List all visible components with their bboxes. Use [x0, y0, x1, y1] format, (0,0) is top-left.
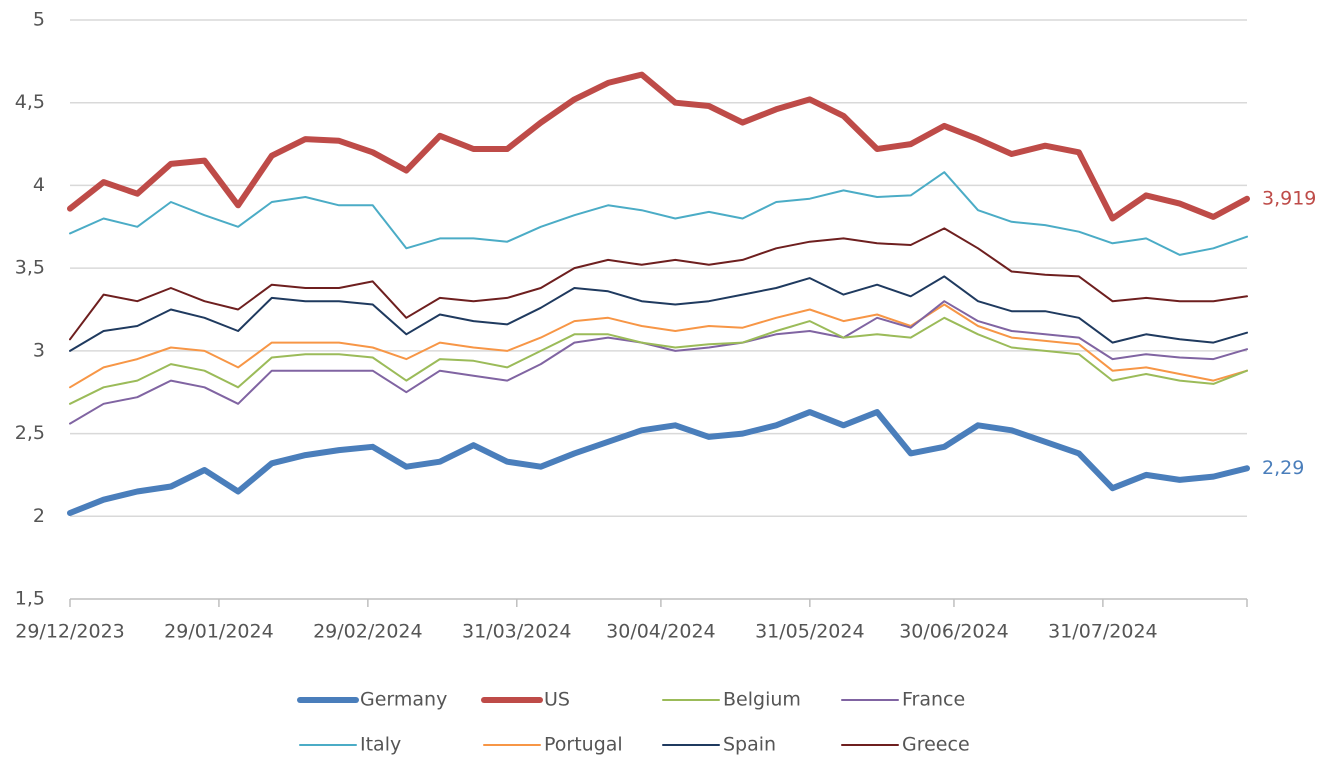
series-line — [69, 275, 1248, 352]
legend-label: Portugal — [544, 734, 623, 756]
series-line — [69, 300, 1248, 425]
y-tick-label: 1,5 — [15, 588, 45, 610]
legend-label: Greece — [902, 734, 970, 756]
x-tick-label: 30/06/2024 — [899, 621, 1009, 643]
series-line — [69, 303, 1248, 389]
series-line — [69, 316, 1248, 405]
y-tick-label: 3 — [33, 339, 45, 361]
x-tick-label: 29/02/2024 — [313, 621, 423, 643]
series-line — [69, 171, 1248, 256]
end-label: 3,919 — [1262, 187, 1316, 209]
y-tick-label: 2,5 — [15, 422, 45, 444]
legend-label: Spain — [723, 734, 776, 756]
x-tick-label: 31/03/2024 — [462, 621, 572, 643]
y-tick-label: 3,5 — [15, 257, 45, 279]
series-line — [67, 71, 1250, 222]
x-tick-label: 31/05/2024 — [755, 621, 865, 643]
x-tick-label: 30/04/2024 — [606, 621, 716, 643]
x-tick-label: 29/12/2023 — [15, 621, 125, 643]
legend-label: US — [544, 689, 570, 711]
series-line — [69, 227, 1248, 341]
end-label: 2,29 — [1262, 457, 1304, 479]
legend-label: Germany — [360, 689, 447, 711]
y-tick-label: 4,5 — [15, 91, 45, 113]
y-tick-label: 5 — [33, 9, 45, 31]
legend-label: Italy — [360, 734, 401, 756]
x-tick-label: 31/07/2024 — [1048, 621, 1158, 643]
legend-label: Belgium — [723, 689, 801, 711]
y-tick-label: 2 — [33, 505, 45, 527]
y-tick-label: 4 — [33, 174, 45, 196]
legend-label: France — [902, 689, 965, 711]
x-tick-label: 29/01/2024 — [164, 621, 274, 643]
series-line — [67, 409, 1250, 516]
